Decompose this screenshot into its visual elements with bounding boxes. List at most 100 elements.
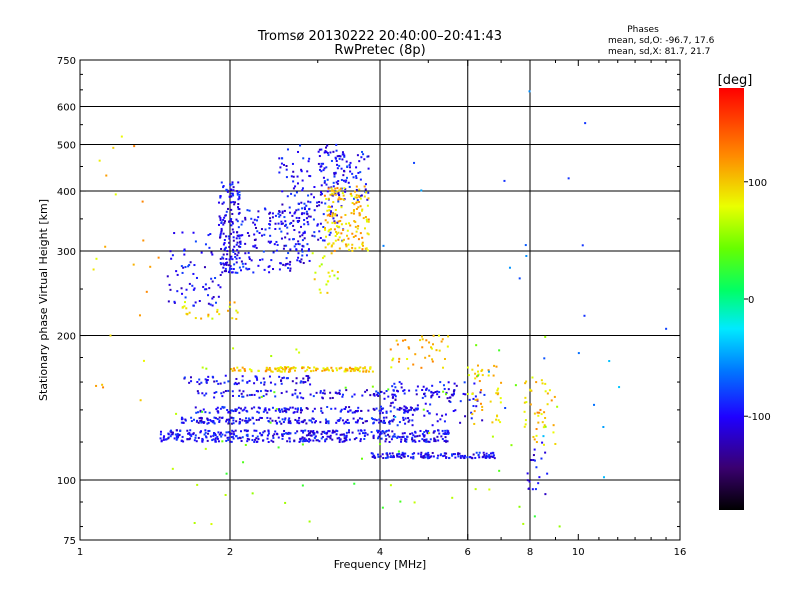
data-point bbox=[233, 369, 236, 372]
data-point bbox=[252, 245, 255, 248]
x-axis-label: Frequency [MHz] bbox=[334, 558, 426, 571]
data-point bbox=[226, 261, 229, 264]
data-point bbox=[349, 224, 352, 227]
data-point bbox=[340, 167, 343, 170]
data-point bbox=[217, 440, 220, 443]
y-tick-label: 100 bbox=[57, 476, 76, 487]
data-point bbox=[304, 370, 307, 373]
data-point bbox=[292, 187, 295, 190]
data-point bbox=[483, 453, 486, 456]
data-point bbox=[317, 238, 320, 241]
data-point bbox=[214, 439, 217, 442]
data-point bbox=[304, 429, 307, 432]
data-point bbox=[224, 270, 227, 273]
stats-line-o: mean, sd,O: -96.7, 17.6 bbox=[608, 36, 715, 46]
data-point bbox=[298, 231, 301, 234]
data-point bbox=[288, 440, 291, 443]
data-point bbox=[285, 390, 288, 393]
data-point bbox=[248, 438, 251, 441]
data-point bbox=[160, 440, 163, 443]
data-point bbox=[250, 393, 253, 396]
data-point bbox=[316, 205, 319, 208]
data-point bbox=[259, 416, 262, 419]
data-point bbox=[225, 261, 228, 264]
data-point bbox=[436, 390, 439, 393]
data-point bbox=[424, 456, 427, 459]
data-point bbox=[270, 259, 273, 262]
data-point bbox=[248, 379, 251, 382]
data-point bbox=[357, 429, 360, 432]
data-point bbox=[416, 404, 419, 407]
data-point bbox=[234, 410, 237, 413]
data-point bbox=[439, 418, 442, 421]
data-point bbox=[231, 192, 234, 195]
data-point bbox=[344, 420, 347, 423]
data-point bbox=[320, 437, 323, 440]
data-point bbox=[409, 456, 412, 459]
data-point bbox=[314, 420, 317, 423]
data-point bbox=[347, 181, 350, 184]
data-point bbox=[378, 421, 381, 424]
data-point bbox=[220, 435, 223, 438]
data-point bbox=[163, 435, 166, 438]
data-point bbox=[225, 418, 228, 421]
data-point bbox=[306, 213, 309, 216]
data-point bbox=[430, 396, 433, 399]
data-point bbox=[477, 454, 480, 457]
data-point bbox=[241, 395, 244, 398]
data-point bbox=[219, 286, 222, 289]
data-point bbox=[277, 222, 280, 225]
data-point bbox=[239, 245, 242, 248]
data-point bbox=[287, 408, 290, 411]
data-point bbox=[307, 215, 310, 218]
data-point bbox=[292, 224, 295, 227]
data-point bbox=[342, 198, 345, 201]
chart-subtitle: RwPretec (8p) bbox=[334, 43, 425, 58]
data-point bbox=[173, 301, 176, 304]
data-point bbox=[324, 228, 327, 231]
data-point bbox=[399, 455, 402, 458]
data-point bbox=[295, 248, 298, 251]
data-point bbox=[240, 440, 243, 443]
data-point bbox=[327, 280, 330, 283]
data-point bbox=[256, 440, 259, 443]
data-point bbox=[173, 437, 176, 440]
data-point bbox=[383, 421, 386, 424]
data-point bbox=[398, 381, 401, 384]
data-point bbox=[182, 440, 185, 443]
data-point bbox=[297, 242, 300, 245]
data-point bbox=[277, 446, 280, 449]
data-point bbox=[432, 455, 435, 458]
data-point bbox=[229, 220, 232, 223]
data-point bbox=[257, 411, 260, 414]
data-point bbox=[225, 420, 228, 423]
data-point bbox=[246, 381, 249, 384]
data-point bbox=[352, 197, 355, 200]
data-point bbox=[289, 211, 292, 214]
data-point bbox=[556, 405, 559, 408]
data-point bbox=[105, 174, 108, 177]
data-point bbox=[209, 419, 212, 422]
data-point bbox=[264, 370, 267, 373]
data-point bbox=[241, 220, 244, 223]
data-point bbox=[247, 419, 250, 422]
data-point bbox=[258, 407, 261, 410]
data-point bbox=[377, 395, 380, 398]
data-point bbox=[415, 389, 418, 392]
data-point bbox=[503, 179, 506, 182]
data-point bbox=[351, 411, 354, 414]
data-point bbox=[239, 407, 242, 410]
data-point bbox=[340, 197, 343, 200]
data-point bbox=[240, 223, 243, 226]
data-point bbox=[220, 247, 223, 250]
data-point bbox=[446, 440, 449, 443]
data-point bbox=[436, 420, 439, 423]
data-point bbox=[324, 202, 327, 205]
data-point bbox=[235, 218, 238, 221]
data-point bbox=[219, 195, 222, 198]
data-point bbox=[192, 231, 195, 234]
data-point bbox=[379, 443, 382, 446]
data-point bbox=[230, 432, 233, 435]
data-point bbox=[478, 451, 481, 454]
data-point bbox=[312, 395, 315, 398]
